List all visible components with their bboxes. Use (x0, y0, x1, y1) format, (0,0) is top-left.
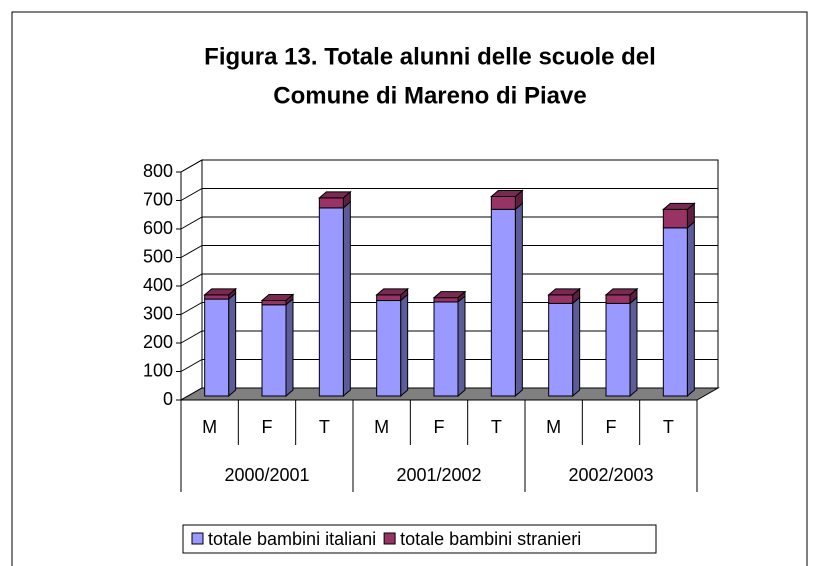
bar-front (204, 294, 230, 300)
x-tick-label: T (663, 417, 674, 437)
bar-side (457, 294, 466, 398)
y-tick-label: 100 (143, 360, 173, 380)
grid-line (180, 245, 718, 258)
bar-top (604, 288, 639, 296)
x-tick-label: F (262, 417, 273, 437)
bar-segment (548, 296, 581, 398)
legend-swatch (191, 532, 204, 545)
grid-line (180, 216, 718, 230)
bar-segment (433, 294, 466, 398)
grid-line (180, 330, 718, 344)
bar-segment (261, 297, 294, 398)
x-tick-label: F (434, 417, 445, 437)
y-tick-label: 0 (163, 389, 173, 409)
bar-front (318, 197, 344, 209)
y-tick-label: 400 (143, 275, 173, 295)
bar-segment (547, 287, 582, 305)
x-group-label: 2002/2003 (568, 465, 653, 485)
bar-segment (604, 287, 639, 305)
bar-front (261, 300, 287, 306)
bar-segment (662, 220, 695, 398)
x-tick-label: M (202, 417, 217, 437)
y-tick-label: 300 (143, 303, 173, 323)
bar-top (489, 190, 524, 197)
x-tick-label: T (319, 417, 330, 437)
bar-segment (605, 296, 638, 398)
y-tick-label: 200 (143, 332, 173, 352)
bar-side (514, 202, 523, 398)
bar-segment (203, 287, 238, 301)
bar-side (285, 297, 294, 398)
bar-front (662, 208, 688, 229)
bar-top (432, 291, 467, 299)
x-tick-label: M (546, 417, 561, 437)
x-group-label: 2000/2001 (224, 465, 309, 485)
bar-front (605, 302, 631, 397)
y-tick-label: 600 (143, 218, 173, 238)
y-tick-label: 500 (143, 246, 173, 266)
bar-side (572, 296, 581, 398)
bar-front (433, 301, 459, 397)
bar-top (375, 288, 410, 296)
bar-top (661, 202, 696, 210)
bar-front (548, 294, 574, 304)
bar-segment (260, 293, 295, 306)
bar-side (342, 200, 351, 398)
bar-front (605, 294, 631, 304)
bar-front (376, 300, 402, 397)
bar-segment (204, 292, 237, 398)
y-tick-label: 800 (143, 161, 173, 181)
bar-segment (432, 290, 467, 304)
x-tick-label: M (374, 417, 389, 437)
legend-label: totale bambini stranieri (400, 529, 581, 549)
chart-title: Figura 13. Totale alunni delle scuole de… (204, 43, 656, 70)
grid-line (180, 188, 718, 201)
x-tick-label: F (606, 417, 617, 437)
legend-label: totale bambini italiani (208, 529, 376, 549)
bar-segment (489, 189, 524, 211)
bar-front (433, 297, 459, 303)
x-group-label: 2001/2002 (396, 465, 481, 485)
bar-top (203, 288, 238, 296)
bar-front (318, 207, 344, 397)
bar-segment (661, 202, 696, 229)
bar-front (490, 196, 516, 210)
legend-box (182, 524, 657, 554)
legend-swatch (383, 532, 396, 545)
bar-top (260, 294, 295, 302)
bar-front (490, 208, 516, 397)
bar-front (662, 227, 688, 397)
grid-line (180, 302, 718, 315)
bar-front (204, 298, 230, 397)
bar-side (629, 296, 638, 398)
bar-side (686, 220, 695, 398)
bar-segment (490, 202, 523, 398)
y-tick-label: 700 (143, 189, 173, 209)
bar-top (547, 288, 582, 296)
bar-front (376, 294, 402, 302)
bar-segment (375, 287, 410, 302)
bar-segment (376, 293, 409, 398)
grid-line (180, 159, 718, 173)
chart-frame (11, 11, 808, 566)
chart-title: Comune di Mareno di Piave (273, 82, 586, 109)
bar-segment (317, 190, 352, 209)
bar-front (548, 302, 574, 397)
bar-segment (318, 200, 351, 398)
bar-side (400, 293, 409, 398)
bar-side (228, 292, 237, 398)
grid-line (180, 359, 718, 372)
bar-top (317, 191, 352, 199)
grid-line (180, 273, 718, 287)
x-tick-label: T (491, 417, 502, 437)
bar-front (261, 304, 287, 397)
